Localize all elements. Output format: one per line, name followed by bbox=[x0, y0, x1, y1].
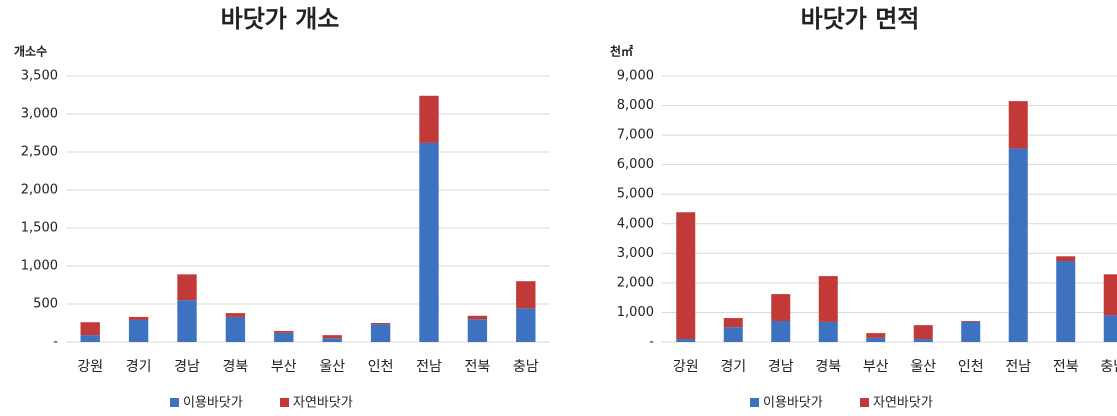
bar-segment bbox=[80, 322, 100, 336]
bar-segment bbox=[370, 323, 391, 325]
x-tick-label: 전남 bbox=[416, 359, 442, 375]
y-tick-label: - bbox=[649, 335, 654, 350]
bar-segment bbox=[676, 212, 696, 340]
y-tick-label: 2,000 bbox=[617, 275, 654, 290]
y-tick-label: 9,000 bbox=[617, 69, 654, 84]
bar-segment bbox=[274, 330, 294, 333]
bar-segment bbox=[1103, 274, 1117, 316]
bar-segment bbox=[1056, 261, 1076, 342]
x-tick-label: 부산 bbox=[271, 359, 297, 375]
x-tick-label: 충남 bbox=[513, 359, 539, 375]
bar-segment bbox=[80, 335, 100, 342]
y-tick-label: 7,000 bbox=[617, 128, 654, 143]
y-tick-label: 500 bbox=[33, 297, 58, 312]
legend-label: 자연바닷가 bbox=[293, 396, 353, 411]
bar-segment bbox=[128, 319, 149, 342]
x-tick-label: 경남 bbox=[174, 359, 200, 375]
bar-segment bbox=[961, 321, 981, 322]
legend-swatch bbox=[280, 398, 289, 407]
y-tick-label: 4,000 bbox=[617, 216, 654, 231]
bar-segment bbox=[1008, 101, 1028, 149]
bar-segment bbox=[225, 313, 246, 317]
x-tick-label: 강원 bbox=[77, 359, 103, 375]
legend-swatch bbox=[750, 398, 759, 407]
bar-segment bbox=[913, 339, 933, 342]
bar-segment bbox=[516, 281, 536, 309]
x-tick-label: 전북 bbox=[465, 359, 491, 375]
legend-swatch bbox=[860, 398, 869, 407]
bar-segment bbox=[723, 327, 743, 342]
x-tick-label: 울산 bbox=[319, 359, 345, 375]
bar-segment bbox=[676, 339, 696, 342]
bar-segment bbox=[818, 276, 838, 322]
bar-segment bbox=[177, 274, 197, 301]
bar-segment bbox=[419, 142, 439, 342]
legend-label: 자연바닷가 bbox=[873, 396, 933, 411]
x-tick-label: 울산 bbox=[910, 359, 936, 375]
x-tick-label: 인천 bbox=[958, 359, 984, 375]
bar-segment bbox=[128, 316, 149, 320]
y-axis-label: 개소수 bbox=[14, 45, 47, 59]
y-tick-label: 1,000 bbox=[617, 305, 654, 320]
chart-title: 바닷가 개소 bbox=[221, 5, 340, 33]
x-tick-label: 경북 bbox=[223, 359, 249, 375]
bar-segment bbox=[274, 332, 294, 342]
y-tick-label: 3,000 bbox=[617, 246, 654, 261]
y-tick-label: 1,000 bbox=[21, 259, 58, 274]
y-axis-label: 천㎡ bbox=[610, 44, 633, 59]
chart-title: 바닷가 면적 bbox=[801, 5, 920, 33]
legend-label: 이용바닷가 bbox=[183, 396, 243, 411]
x-tick-label: 인천 bbox=[368, 359, 394, 375]
bar-segment bbox=[1103, 315, 1117, 342]
bar-segment bbox=[370, 324, 391, 342]
x-tick-label: 전남 bbox=[1005, 359, 1031, 375]
bar-segment bbox=[771, 294, 791, 322]
bar-segment bbox=[177, 300, 197, 342]
x-tick-label: 강원 bbox=[673, 359, 699, 375]
bar-segment bbox=[961, 321, 981, 342]
x-tick-label: 부산 bbox=[863, 359, 889, 375]
bar-segment bbox=[866, 333, 886, 338]
bar-segment bbox=[771, 321, 791, 342]
y-tick-label: 2,000 bbox=[21, 183, 58, 198]
bar-segment bbox=[866, 337, 886, 342]
bar-segment bbox=[467, 315, 488, 320]
y-tick-label: 1,500 bbox=[21, 221, 58, 236]
bar-segment bbox=[322, 335, 342, 339]
x-tick-label: 전북 bbox=[1053, 359, 1079, 375]
y-tick-label: 3,500 bbox=[21, 69, 58, 84]
x-tick-label: 경기 bbox=[126, 359, 152, 375]
bar-segment bbox=[225, 316, 246, 342]
legend-label: 이용바닷가 bbox=[763, 396, 823, 411]
bar-segment bbox=[1008, 148, 1028, 342]
bar-segment bbox=[322, 338, 342, 342]
x-tick-label: 경북 bbox=[815, 359, 841, 375]
bar-segment bbox=[818, 321, 838, 342]
bar-segment bbox=[723, 318, 743, 328]
bar-segment bbox=[516, 308, 536, 342]
x-tick-label: 충남 bbox=[1100, 359, 1117, 375]
legend-swatch bbox=[170, 398, 179, 407]
y-tick-label: 3,000 bbox=[21, 107, 58, 122]
bar-segment bbox=[467, 319, 488, 342]
x-tick-label: 경남 bbox=[768, 359, 794, 375]
y-tick-label: 5,000 bbox=[617, 187, 654, 202]
x-tick-label: 경기 bbox=[720, 359, 746, 375]
y-tick-label: 8,000 bbox=[617, 98, 654, 113]
bar-segment bbox=[1056, 256, 1076, 262]
y-tick-label: - bbox=[53, 335, 58, 350]
bar-segment bbox=[913, 325, 933, 340]
bar-segment bbox=[419, 95, 439, 143]
y-tick-label: 6,000 bbox=[617, 157, 654, 172]
y-tick-label: 2,500 bbox=[21, 145, 58, 160]
